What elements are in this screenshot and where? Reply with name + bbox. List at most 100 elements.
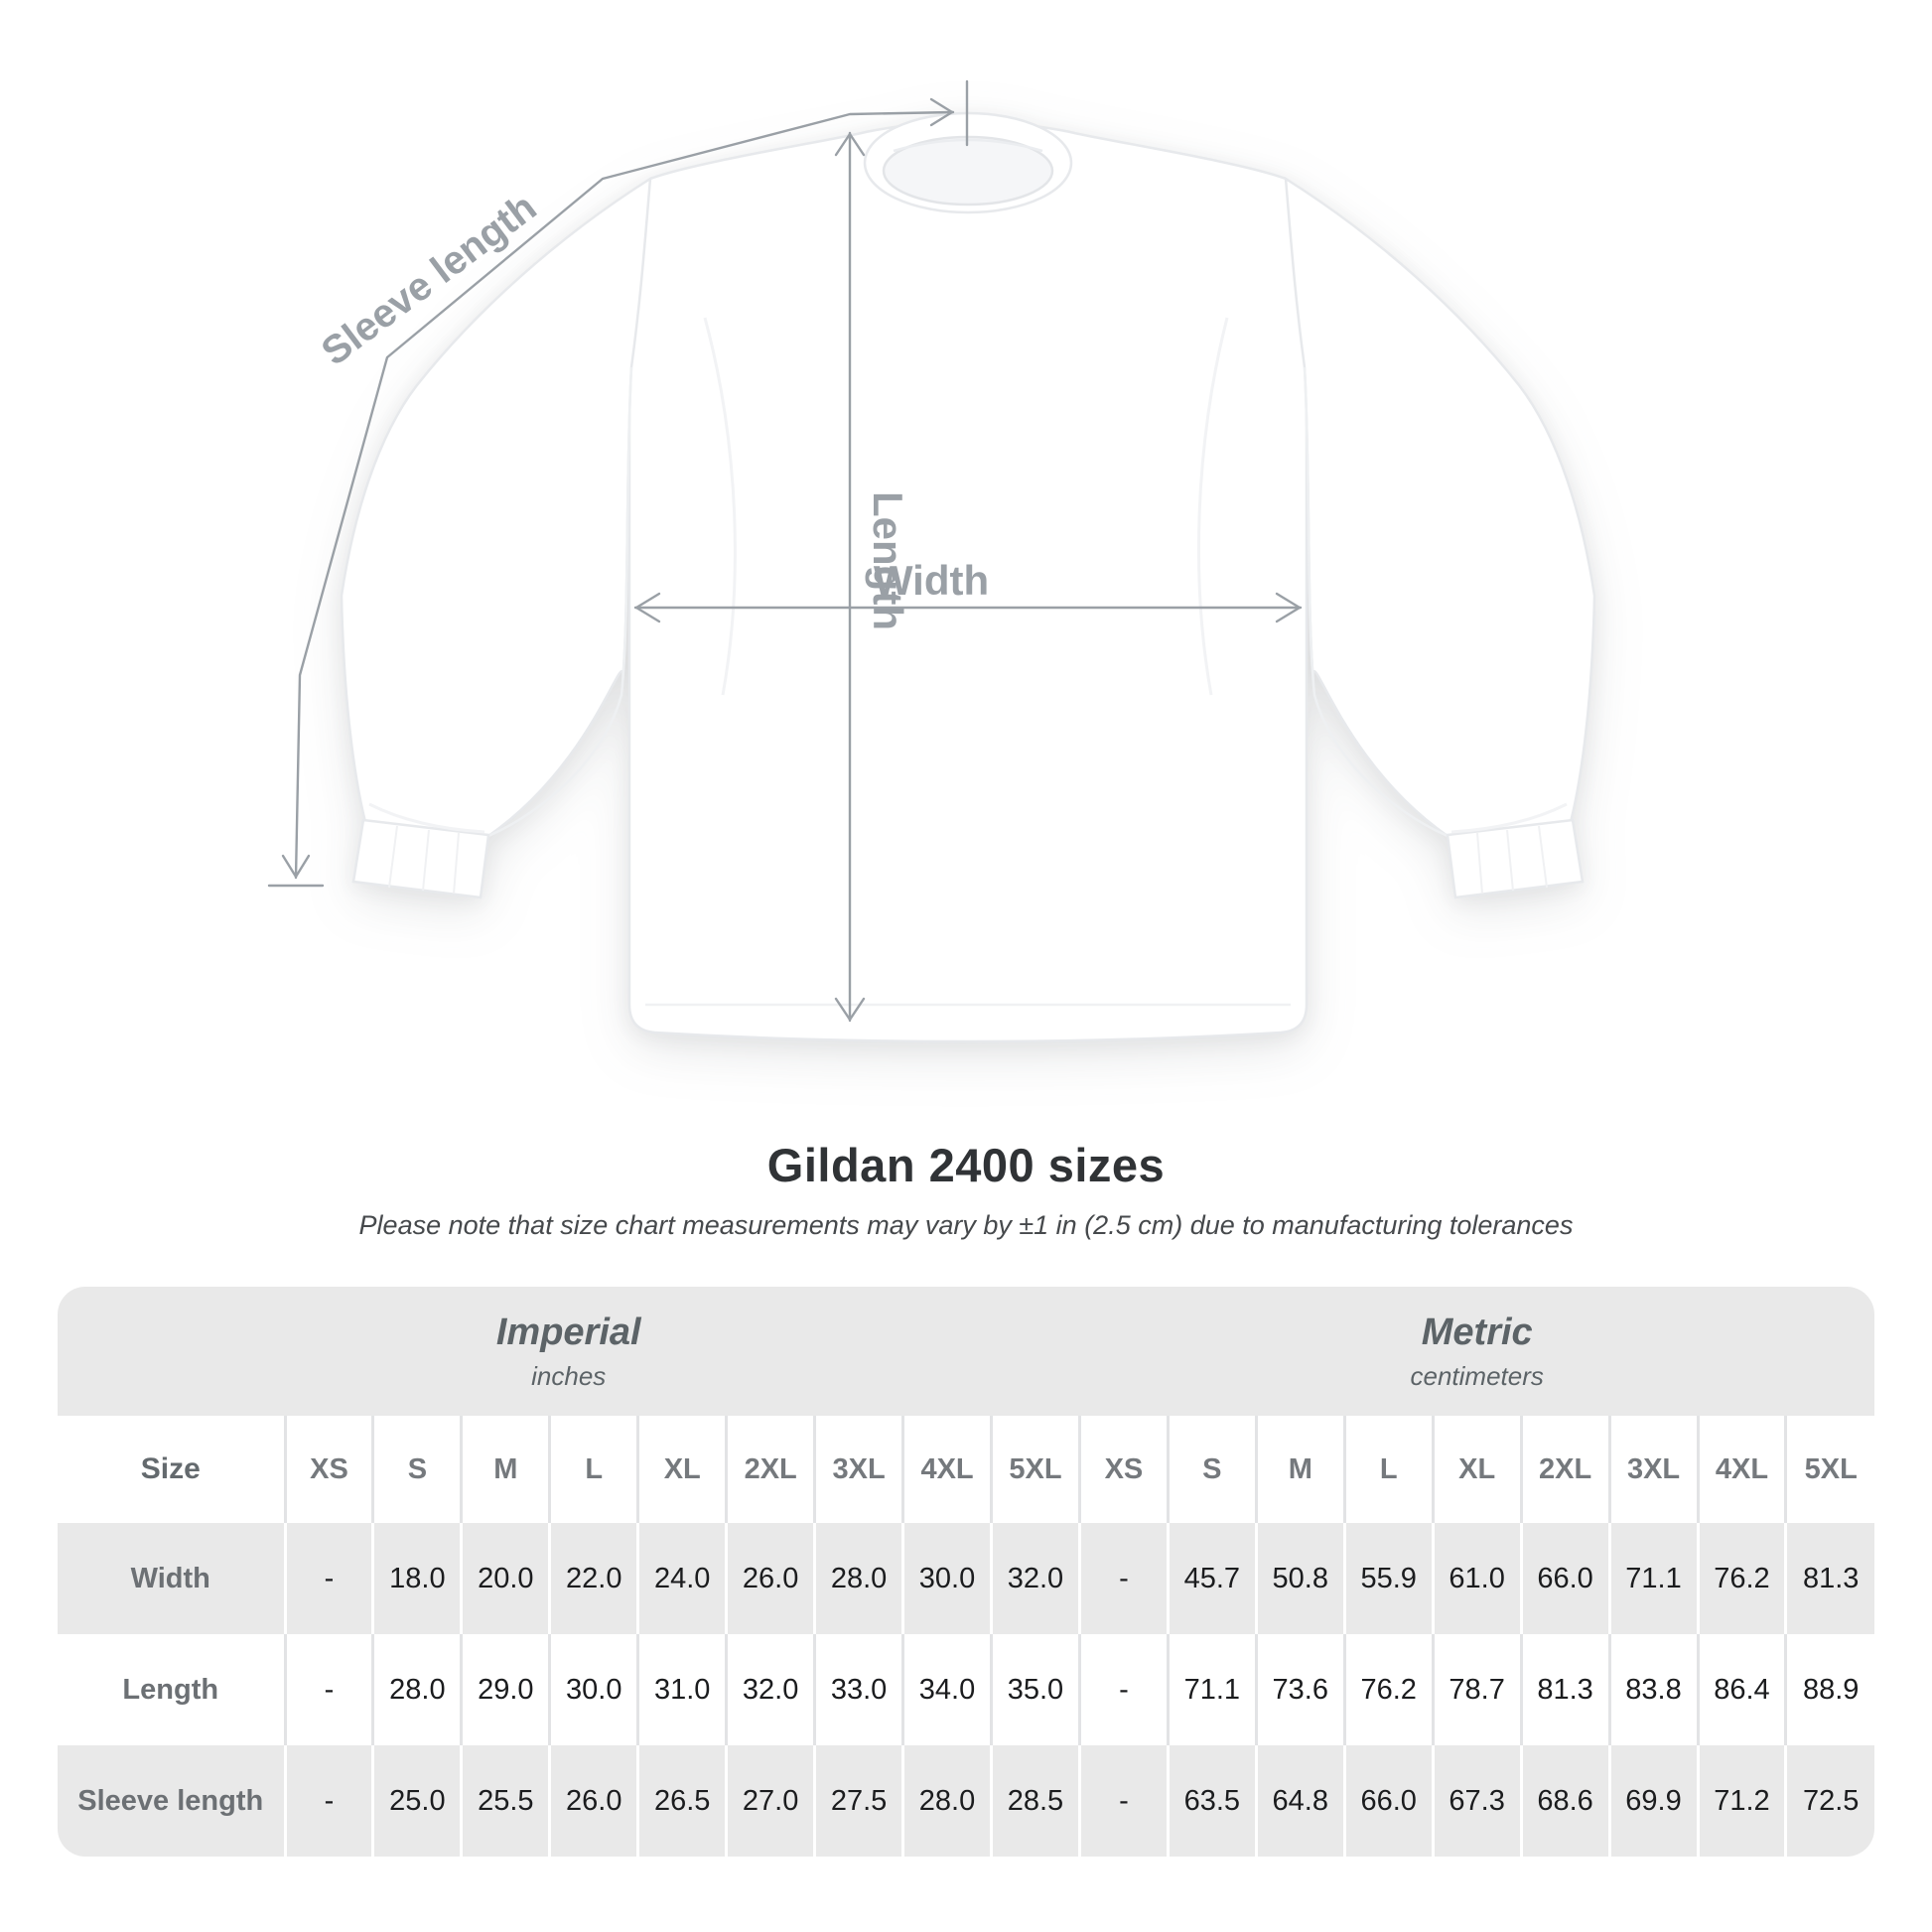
size-table-grid: Imperial inches Metric centimeters Size XS S M L… (58, 1287, 1874, 1857)
size-header-imperial-2: M (460, 1416, 550, 1523)
size-header-metric-1: S (1166, 1416, 1257, 1523)
value-metric-2-2: 64.8 (1254, 1745, 1345, 1857)
value-metric-0-6: 71.1 (1607, 1523, 1698, 1634)
value-metric-2-1: 63.5 (1166, 1745, 1257, 1857)
value-metric-2-7: 71.2 (1696, 1745, 1786, 1857)
size-header-metric-5: 2XL (1519, 1416, 1610, 1523)
fabric-creases (368, 317, 1568, 834)
value-metric-1-8: 88.9 (1784, 1634, 1874, 1745)
value-imperial-2-2: 25.5 (460, 1745, 550, 1857)
row-label-1: Length (122, 1673, 219, 1706)
value-metric-0-3: 55.9 (1342, 1523, 1434, 1634)
value-metric-1-3: 76.2 (1342, 1634, 1434, 1745)
size-header-imperial-6: 3XL (813, 1416, 903, 1523)
width-dimension-arrow (633, 592, 1303, 623)
value-imperial-2-5: 27.0 (725, 1745, 815, 1857)
unit-group-imperial-label: Imperial (495, 1311, 641, 1353)
value-metric-0-2: 50.8 (1254, 1523, 1345, 1634)
size-header-row: Size XS S M L XL 2XL 3XL 4XL 5XL XS S M L XL 2XL 3XL 4XL 5… (58, 1416, 1874, 1523)
value-imperial-0-5: 26.0 (725, 1523, 815, 1634)
width-arrow-left-icon (634, 592, 661, 623)
length-arrow-up-icon (834, 132, 866, 157)
value-imperial-2-6: 27.5 (813, 1745, 903, 1857)
row-label-2: Sleeve length (77, 1784, 264, 1817)
size-column-header: Size (140, 1452, 201, 1485)
value-metric-2-5: 68.6 (1519, 1745, 1610, 1857)
shirt-measurement-diagram: Sleeve length Length Width (267, 79, 1596, 1043)
value-metric-0-8: 81.3 (1784, 1523, 1874, 1634)
value-imperial-1-6: 33.0 (813, 1634, 903, 1745)
width-label: Width (874, 557, 989, 604)
unit-group-imperial: Imperial inches (58, 1287, 1079, 1416)
value-metric-2-0: - (1077, 1745, 1169, 1857)
value-metric-0-0: - (1077, 1523, 1169, 1634)
unit-group-header-row: Imperial inches Metric centimeters (58, 1287, 1874, 1416)
length-label: Length (865, 491, 911, 630)
value-metric-1-6: 83.8 (1607, 1634, 1698, 1745)
size-header-metric-8: 5XL (1784, 1416, 1874, 1523)
value-metric-0-4: 61.0 (1431, 1523, 1522, 1634)
value-metric-1-2: 73.6 (1254, 1634, 1345, 1745)
size-header-imperial-3: L (548, 1416, 638, 1523)
size-header-imperial-1: S (371, 1416, 462, 1523)
measurement-row: Width -18.0 20.0 22.0 24.0 26.0 28.0 30.0 32.0-4… (58, 1523, 1874, 1634)
tolerance-note: Please note that size chart measurements… (358, 1210, 1574, 1240)
value-metric-1-7: 86.4 (1696, 1634, 1786, 1745)
shirt-diagram-svg: Sleeve length Length Width (267, 79, 1596, 1043)
size-header-imperial-0: XS (283, 1416, 373, 1523)
sleeve-length-dimension-line (267, 79, 969, 888)
value-imperial-0-4: 24.0 (636, 1523, 727, 1634)
dimension-annotations (267, 79, 1303, 1023)
size-header-imperial-4: XL (636, 1416, 727, 1523)
sleeve-length-path (294, 110, 955, 880)
width-arrow-right-icon (1275, 592, 1302, 623)
value-imperial-1-4: 31.0 (636, 1634, 727, 1745)
size-header-metric-3: L (1342, 1416, 1434, 1523)
size-header-metric-6: 3XL (1607, 1416, 1698, 1523)
size-header-imperial-7: 4XL (901, 1416, 992, 1523)
value-metric-1-5: 81.3 (1519, 1634, 1610, 1745)
shirt-illustration (340, 111, 1596, 1043)
value-imperial-1-1: 28.0 (371, 1634, 462, 1745)
value-imperial-0-1: 18.0 (371, 1523, 462, 1634)
value-imperial-1-2: 29.0 (460, 1634, 550, 1745)
value-imperial-0-2: 20.0 (460, 1523, 550, 1634)
value-imperial-2-0: - (283, 1745, 373, 1857)
cuff-rib-lines (388, 825, 1548, 895)
value-imperial-2-1: 25.0 (371, 1745, 462, 1857)
value-imperial-1-7: 34.0 (901, 1634, 992, 1745)
value-imperial-2-8: 28.5 (990, 1745, 1080, 1857)
value-metric-2-6: 69.9 (1607, 1745, 1698, 1857)
sleeve-length-arrow-right-icon (929, 97, 954, 127)
value-imperial-0-3: 22.0 (548, 1523, 638, 1634)
value-metric-2-3: 66.0 (1342, 1745, 1434, 1857)
row-label-0: Width (130, 1562, 210, 1594)
size-header-metric-4: XL (1431, 1416, 1522, 1523)
value-imperial-0-6: 28.0 (813, 1523, 903, 1634)
unit-group-metric-sublabel: centimeters (1410, 1361, 1544, 1391)
value-metric-1-4: 78.7 (1431, 1634, 1522, 1745)
shirt-right-sleeve-inner-crease (1303, 366, 1449, 838)
size-header-metric-0: XS (1077, 1416, 1169, 1523)
unit-group-imperial-sublabel: inches (531, 1361, 607, 1391)
size-header-imperial-8: 5XL (990, 1416, 1080, 1523)
size-header-imperial-5: 2XL (725, 1416, 815, 1523)
sleeve-length-arrow-down-icon (281, 854, 311, 879)
value-metric-2-4: 67.3 (1431, 1745, 1522, 1857)
shirt-left-sleeve-inner-crease (487, 366, 633, 838)
value-imperial-0-7: 30.0 (901, 1523, 992, 1634)
value-imperial-1-8: 35.0 (990, 1634, 1080, 1745)
value-metric-1-1: 71.1 (1166, 1634, 1257, 1745)
value-imperial-0-8: 32.0 (990, 1523, 1080, 1634)
value-imperial-2-7: 28.0 (901, 1745, 992, 1857)
value-imperial-0-0: - (283, 1523, 373, 1634)
page-title: Gildan 2400 sizes (766, 1139, 1166, 1191)
value-metric-0-5: 66.0 (1519, 1523, 1610, 1634)
unit-group-metric: Metric centimeters (1079, 1287, 1874, 1416)
value-metric-1-0: - (1077, 1634, 1169, 1745)
length-dimension-arrow (834, 131, 866, 1023)
unit-group-metric-label: Metric (1421, 1311, 1533, 1353)
value-metric-2-8: 72.5 (1784, 1745, 1874, 1857)
value-imperial-2-3: 26.0 (548, 1745, 638, 1857)
